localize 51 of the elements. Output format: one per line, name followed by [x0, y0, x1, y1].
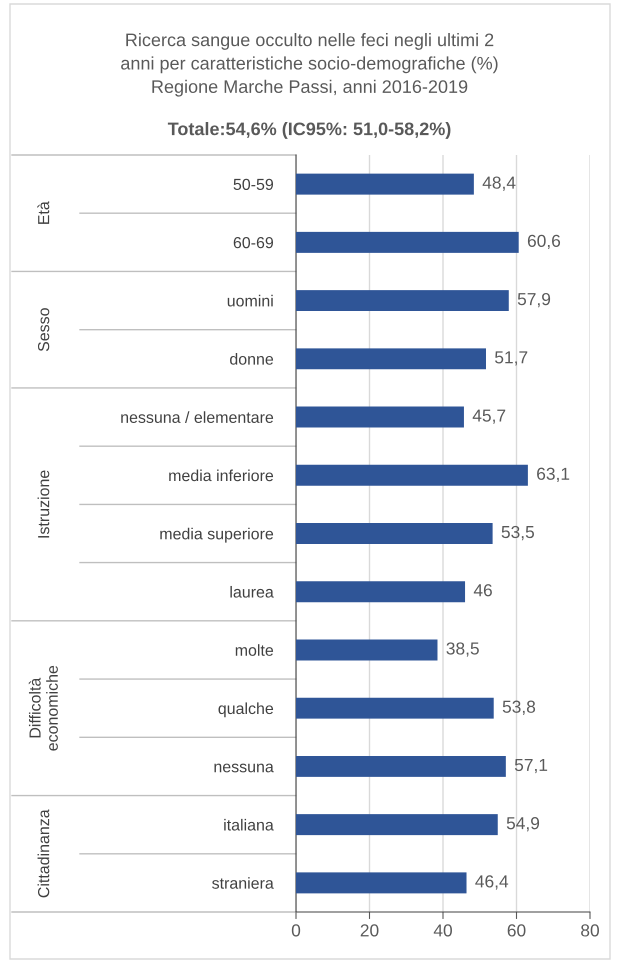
bar [296, 406, 464, 428]
bar [296, 872, 467, 894]
data-label: 48,4 [482, 176, 516, 191]
x-tick-label: 40 [434, 924, 452, 937]
data-label: 51,7 [495, 351, 528, 366]
y-tick-label: nessuna / elementare [121, 411, 274, 423]
y-tick-label: media superiore [160, 528, 274, 543]
text: Difficoltà economiche [28, 666, 58, 751]
text: Istruzione [38, 470, 50, 538]
data-label: 57,9 [518, 292, 550, 308]
data-label: 53,5 [502, 526, 534, 540]
text: Età [37, 201, 50, 224]
y-tick-label: molte [236, 644, 274, 656]
x-tick-label: 80 [581, 924, 599, 937]
y-tick-label: nessuna [214, 764, 274, 772]
data-label: 45,7 [472, 410, 506, 424]
bar [296, 814, 498, 836]
data-label: 54,9 [506, 817, 540, 832]
bar [296, 639, 438, 660]
bar [296, 523, 493, 544]
data-label: 46 [474, 584, 492, 596]
chart-subtitle: Totale:54,6% (IC95%: 51,0-58,2%) [168, 122, 450, 139]
y-tick-label: media inferiore [169, 469, 274, 482]
chart-title: Ricerca sangue occulto nelle feci negli ultimi 2 anni per caratteristiche socio-demografiche (%) Regione Marche Passi, anni 2016-2019 [121, 33, 498, 97]
data-label: 38,5 [446, 642, 479, 657]
y-tick-label: 60-69 [234, 236, 274, 248]
data-label: 53,8 [502, 700, 536, 715]
data-label: 46,4 [475, 875, 508, 890]
bar [296, 232, 519, 253]
bar [296, 174, 474, 195]
bar [296, 290, 509, 312]
data-label: 63,1 [537, 468, 570, 482]
bar [296, 348, 486, 370]
text: Cittadinanza [38, 809, 50, 898]
y-tick-label: uomini [228, 294, 273, 307]
y-tick-label: straniera [212, 877, 274, 889]
bar [296, 698, 494, 719]
bar [296, 464, 528, 486]
bar [296, 581, 466, 602]
x-tick-label: 60 [508, 924, 526, 937]
y-tick-label: 50-59 [234, 178, 274, 190]
y-tick-label: donne [230, 353, 274, 365]
y-tick-label: laurea [230, 586, 274, 598]
data-label: 60,6 [528, 234, 560, 250]
data-label: 57,1 [514, 758, 548, 774]
bar [296, 756, 506, 777]
y-tick-label: italiana [224, 818, 274, 831]
x-tick-label: 0 [292, 924, 300, 937]
x-tick-label: 20 [360, 924, 378, 937]
y-tick-label: qualche [218, 702, 274, 718]
text: Sesso [38, 308, 50, 352]
